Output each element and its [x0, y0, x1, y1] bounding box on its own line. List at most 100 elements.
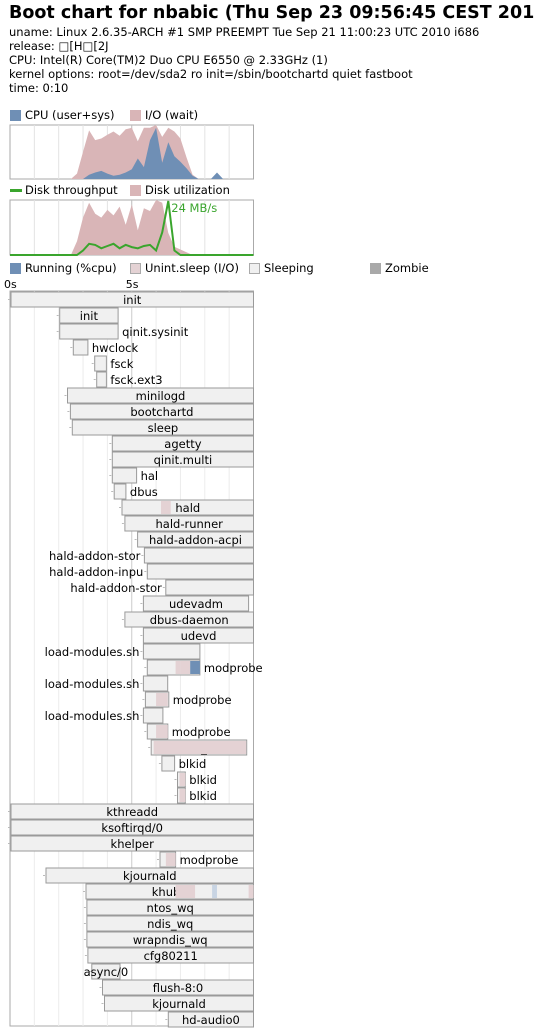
- process-bar: [104, 995, 254, 1012]
- process-label: wrapndis_wq: [133, 933, 208, 947]
- running-legend-label: Running (%cpu): [25, 261, 117, 275]
- process-label: agetty: [164, 437, 201, 451]
- process-label: modprobe: [180, 853, 239, 867]
- sleeping-legend-swatch: [249, 263, 260, 274]
- process-bar: [111, 451, 254, 468]
- process-label: udevadm: [169, 597, 223, 611]
- process-state-segment: [156, 693, 168, 706]
- zombie-legend-swatch: [370, 263, 381, 274]
- process-bar: [113, 483, 127, 500]
- process-label: hald-addon-acpi: [149, 533, 242, 547]
- process-bar: [111, 435, 254, 452]
- process-bar: [45, 867, 254, 884]
- process-bar: [87, 947, 255, 964]
- process-state-segment: [156, 725, 168, 738]
- x-tick-label: 5s: [126, 278, 139, 291]
- process-label: load-modules.sh: [45, 677, 140, 691]
- process-bar: [10, 819, 254, 836]
- process-label: load-modules.sh: [45, 709, 140, 723]
- throughput-peak-label: 24 MB/s: [171, 201, 217, 215]
- kernel-line: kernel options: root=/dev/sda2 ro init=/…: [9, 67, 413, 81]
- process-bar: [10, 291, 254, 308]
- process-bar: [143, 547, 254, 564]
- process-bar: [86, 915, 255, 932]
- process-bar: [167, 1011, 254, 1028]
- time-line: time: 0:10: [9, 81, 69, 95]
- process-bar: [102, 979, 254, 996]
- process-label: ksoftirqd/0: [101, 821, 163, 835]
- process-label: udevd: [181, 629, 217, 643]
- process-label: hald-runner: [156, 517, 224, 531]
- process-label: hal: [141, 469, 159, 483]
- process-state-segment: [179, 773, 186, 786]
- process-bar: [137, 531, 255, 548]
- throughput-legend-label: Disk throughput: [25, 183, 118, 197]
- cpu-legend-label: CPU (user+sys): [25, 108, 115, 122]
- process-label: hald: [175, 501, 200, 515]
- process-bar: [86, 931, 255, 948]
- process-state-segment: [175, 885, 196, 898]
- process-label: hwclock: [92, 341, 139, 355]
- process-label: bootchartd: [130, 405, 193, 419]
- process-label: blkid: [179, 757, 207, 771]
- process-bar: [124, 611, 255, 628]
- x-tick-label: 0s: [4, 278, 17, 291]
- process-label: kjournald: [152, 997, 206, 1011]
- process-bar: [10, 835, 254, 852]
- process-bar: [111, 467, 138, 484]
- process-bar: [67, 387, 254, 404]
- process-bar: [86, 899, 255, 916]
- diskutil-legend-swatch: [130, 185, 141, 196]
- process-label: modprobe: [173, 693, 232, 707]
- process-label: blkid: [189, 773, 217, 787]
- io-wait-area: [10, 125, 254, 179]
- process-label: ndis_wq: [147, 917, 193, 931]
- process-label: hd-audio0: [182, 1013, 240, 1027]
- cpu-legend-swatch: [10, 110, 21, 121]
- diskutil-legend-label: Disk utilization: [145, 183, 230, 197]
- throughput-legend-swatch: [10, 189, 22, 192]
- process-bar: [142, 675, 169, 692]
- process-bar: [121, 499, 254, 516]
- process-label: dbus-daemon: [150, 613, 229, 627]
- process-label: fsck: [110, 357, 133, 371]
- process-label: init: [123, 293, 142, 307]
- io-legend-label: I/O (wait): [145, 108, 199, 122]
- process-bar: [146, 563, 254, 580]
- cpu-line: CPU: Intel(R) Core(TM)2 Duo CPU E6550 @ …: [9, 53, 328, 67]
- process-label: qinit.multi: [154, 453, 213, 467]
- process-state-segment: [248, 885, 254, 898]
- process-bar: [94, 355, 107, 372]
- disk-throughput-line: [10, 200, 254, 256]
- process-label: blkid: [189, 789, 217, 803]
- process-label: kjournald: [123, 869, 177, 883]
- process-bar: [142, 643, 201, 660]
- process-bar: [142, 707, 164, 724]
- process-bar: [71, 419, 254, 436]
- process-label: kthreadd: [106, 805, 158, 819]
- process-label: init: [80, 309, 99, 323]
- process-bar: [72, 339, 89, 356]
- process-label: qinit.sysinit: [122, 325, 189, 339]
- process-label: sleep: [148, 421, 179, 435]
- process-bar: [91, 963, 121, 980]
- process-state-segment: [165, 853, 176, 866]
- process-bar: [10, 803, 254, 820]
- process-state-segment: [190, 661, 200, 674]
- process-label: modprobe: [172, 725, 231, 739]
- process-label: flush-8:0: [153, 981, 203, 995]
- process-state-segment: [160, 501, 171, 514]
- chart-title: Boot chart for nbabic (Thu Sep 23 09:56:…: [9, 3, 535, 23]
- process-bar: [96, 371, 107, 388]
- process-label: cfg80211: [144, 949, 198, 963]
- uname-line: uname: Linux 2.6.35-ARCH #1 SMP PREEMPT …: [9, 25, 480, 39]
- process-label: hald-addon-stor: [49, 549, 141, 563]
- unint-legend-label: Unint.sleep (I/O): [145, 261, 239, 275]
- process-bar: [59, 323, 119, 340]
- io-legend-swatch: [130, 110, 141, 121]
- process-bar: [161, 755, 176, 772]
- process-state-segment: [180, 661, 191, 674]
- process-bar: [142, 627, 254, 644]
- process-label: ntos_wq: [147, 901, 194, 915]
